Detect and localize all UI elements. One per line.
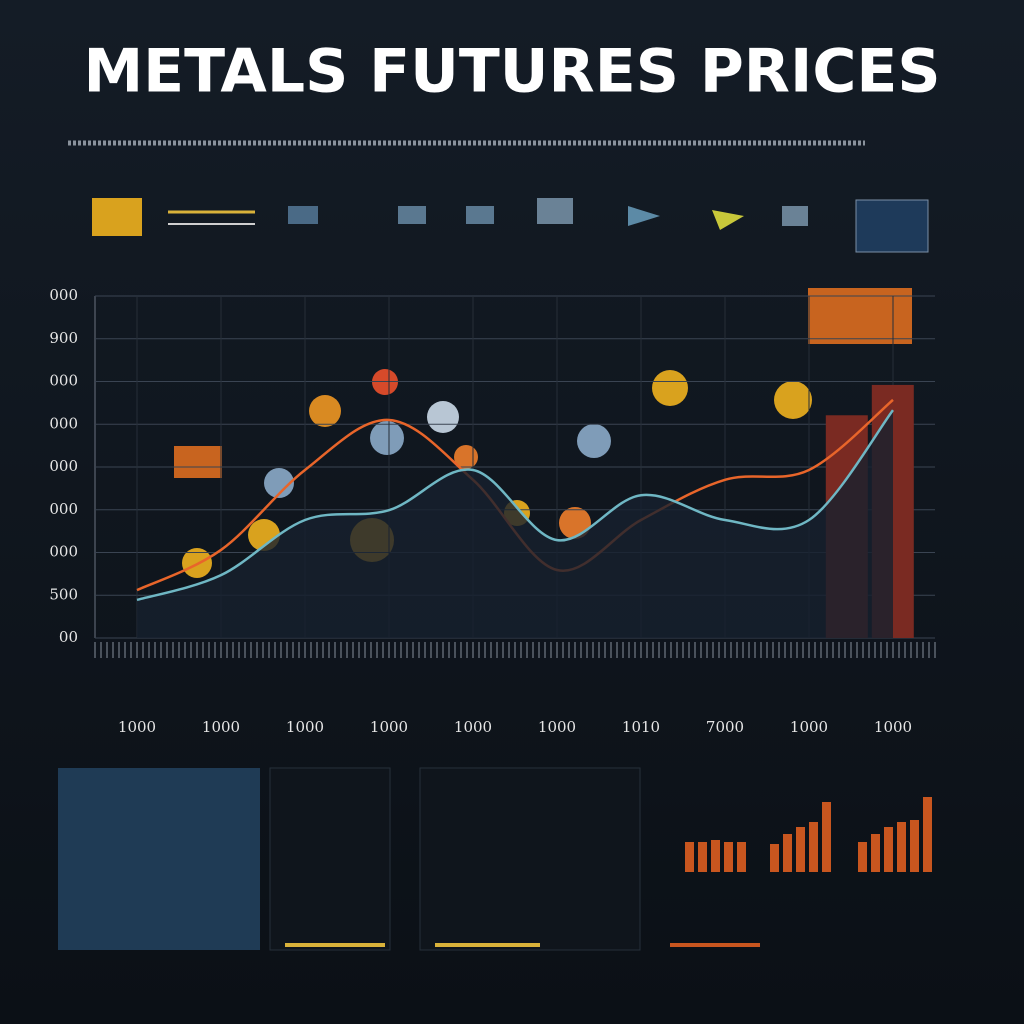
y-tick-label: 00: [59, 628, 78, 646]
mini-bar: [897, 822, 906, 872]
toolbar-icon: [288, 206, 318, 224]
pin: [652, 370, 688, 406]
mini-bar: [737, 842, 746, 872]
line: [136, 409, 894, 602]
pin: [370, 421, 404, 455]
mini-bar: [698, 842, 707, 872]
chart-title: METALS FUTURES PRICES: [83, 37, 940, 107]
toolbar-icon: [628, 206, 660, 226]
x-tick-label: 1010: [622, 718, 660, 736]
callout-box: [174, 446, 222, 478]
info-panel: [58, 768, 260, 950]
x-tick-label: 1000: [538, 718, 576, 736]
pin: [454, 445, 478, 469]
info-panel: [419, 767, 641, 951]
toolbar-icon: [537, 198, 573, 224]
mini-bar: [796, 827, 805, 872]
y-tick-label: 000: [49, 372, 78, 390]
mini-bar: [923, 797, 932, 872]
calendar-icon: [855, 199, 929, 253]
callout-box: [808, 288, 912, 344]
y-tick-label: 000: [49, 543, 78, 561]
mini-bar: [822, 802, 831, 872]
toolbar-icon: [398, 206, 426, 224]
x-tick-label: 1000: [118, 718, 156, 736]
pin: [427, 401, 459, 433]
toolbar-icon: [782, 206, 808, 226]
pin: [309, 395, 341, 427]
mini-bar: [783, 834, 792, 872]
pin: [577, 424, 611, 458]
mini-bar: [910, 820, 919, 872]
y-tick-label: 500: [49, 585, 78, 603]
pin: [264, 468, 294, 498]
x-tick-label: 1000: [454, 718, 492, 736]
y-tick-label: 000: [49, 286, 78, 304]
toolbar-icon: [712, 210, 744, 230]
mini-bar: [724, 842, 733, 872]
mini-bar: [884, 827, 893, 872]
mini-bar: [858, 842, 867, 872]
y-tick-label: 000: [49, 500, 78, 518]
toolbar-icon: [466, 206, 494, 224]
info-panel: [269, 767, 391, 951]
area: [137, 410, 893, 638]
mini-bar: [685, 842, 694, 872]
y-tick-label: 000: [49, 457, 78, 475]
x-tick-label: 1000: [790, 718, 828, 736]
y-tick-label: 000: [49, 414, 78, 432]
mini-bar: [770, 844, 779, 872]
mini-bar: [871, 834, 880, 872]
x-tick-label: 1000: [874, 718, 912, 736]
pin: [774, 381, 812, 419]
mini-bar: [809, 822, 818, 872]
x-tick-label: 1000: [286, 718, 324, 736]
y-tick-label: 900: [49, 329, 78, 347]
x-tick-label: 1000: [202, 718, 240, 736]
mini-bar: [711, 840, 720, 872]
x-tick-label: 7000: [706, 718, 744, 736]
x-tick-label: 1000: [370, 718, 408, 736]
calendar-icon: [92, 198, 142, 236]
